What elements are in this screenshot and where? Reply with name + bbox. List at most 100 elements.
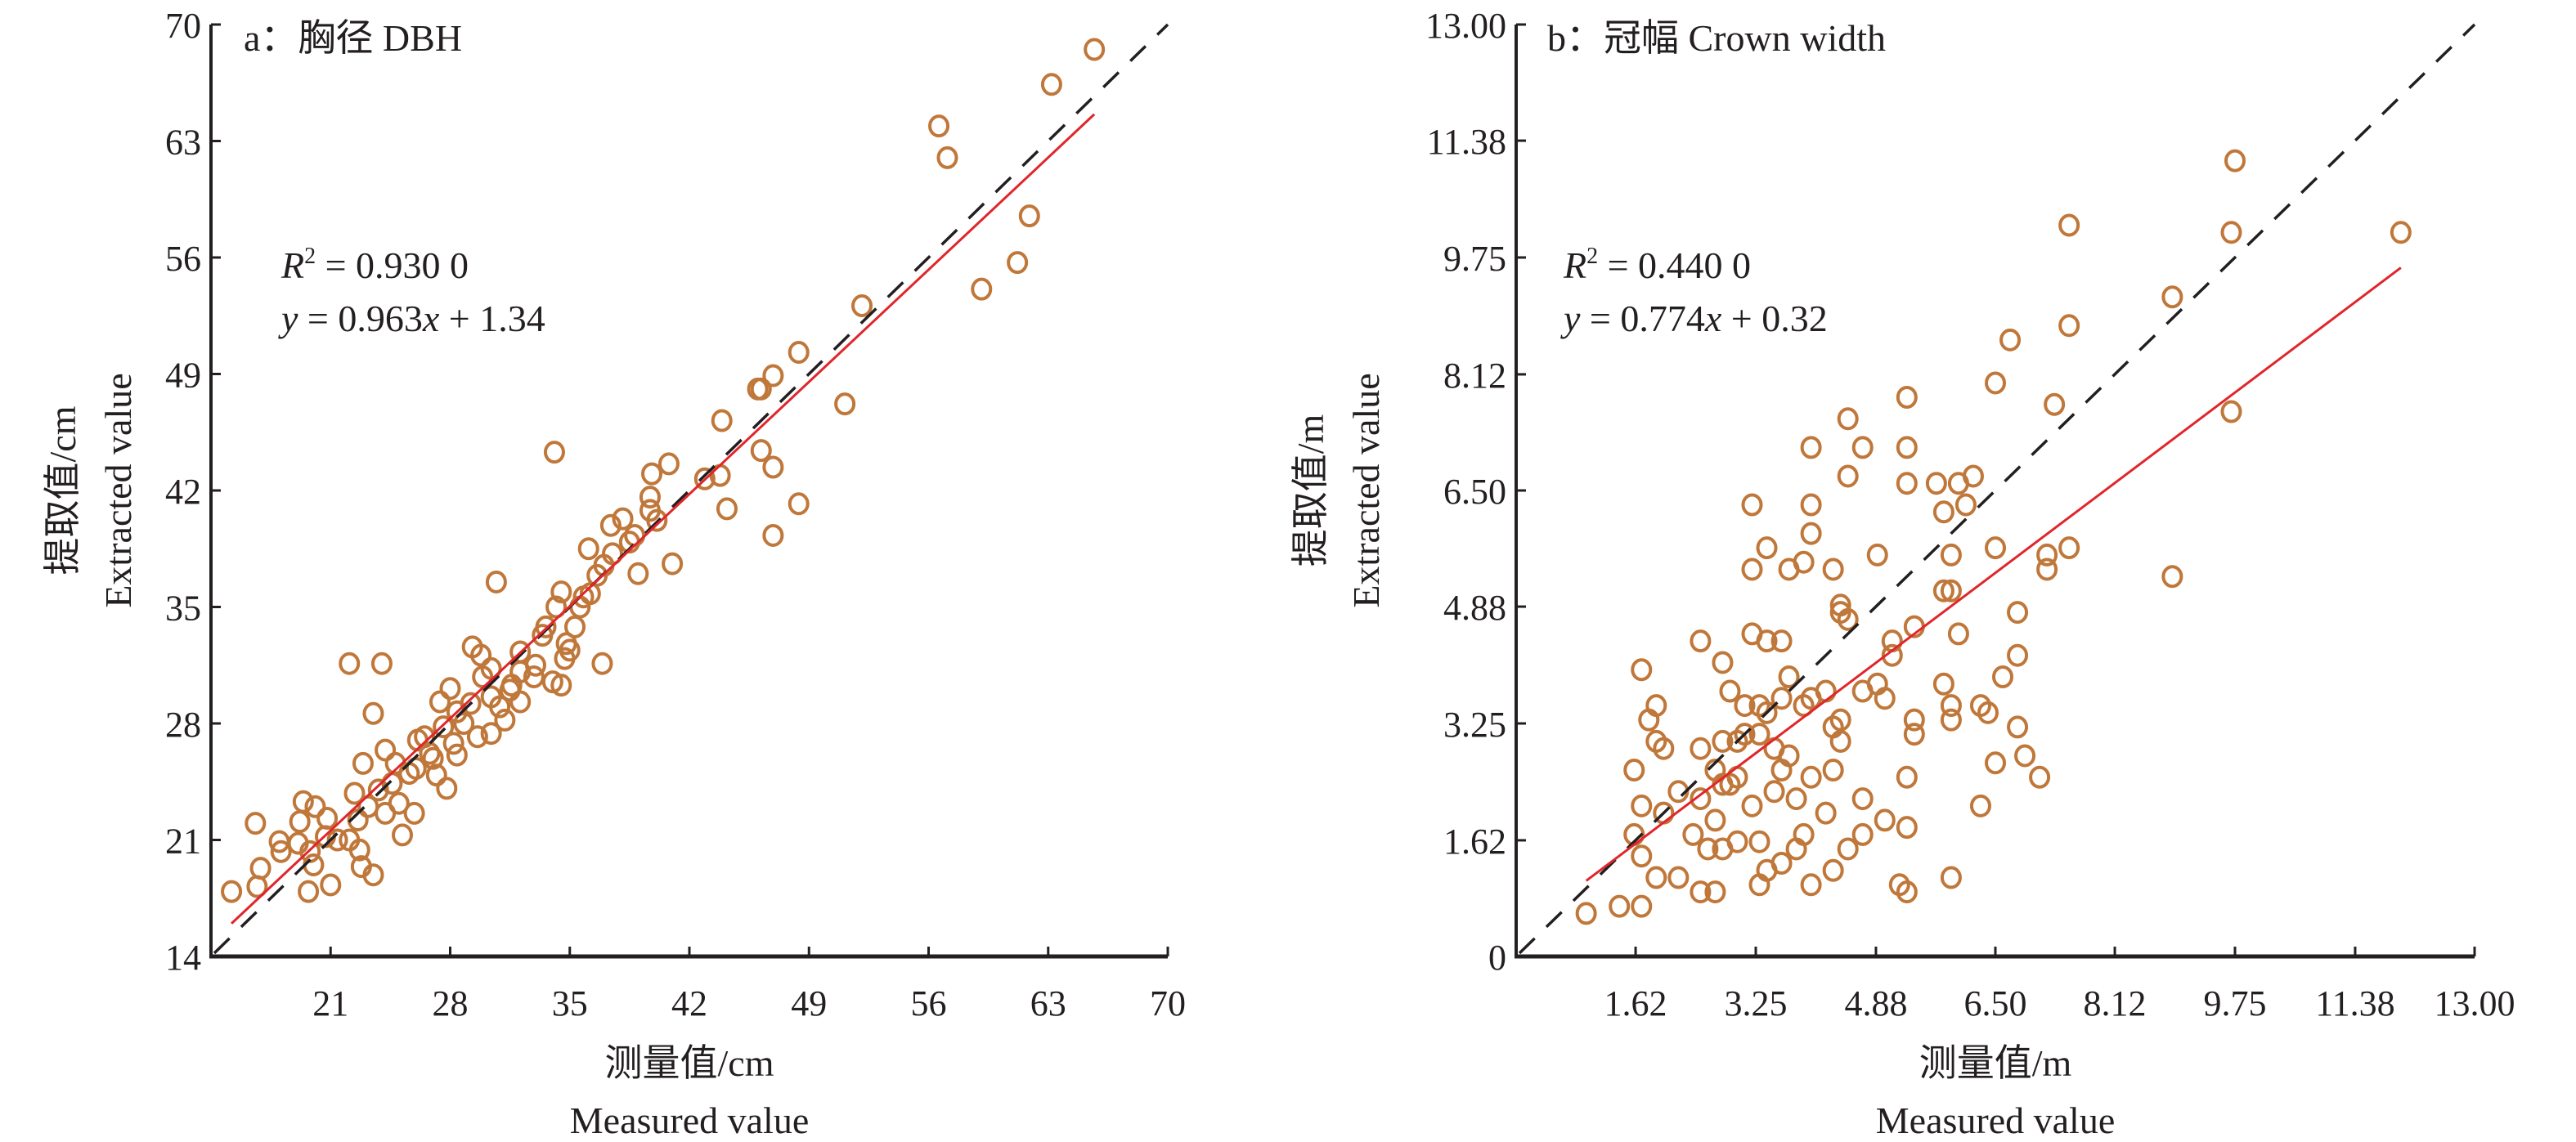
data-point	[1697, 837, 1719, 861]
y-tick-label: 70	[165, 6, 201, 46]
data-point	[1977, 701, 1999, 724]
data-point	[657, 452, 680, 476]
data-point	[2220, 221, 2242, 244]
data-point	[550, 580, 572, 604]
data-point	[1800, 765, 1822, 789]
data-point	[370, 652, 393, 675]
data-point	[641, 462, 663, 486]
data-point	[1704, 880, 1726, 904]
data-point	[693, 467, 716, 490]
data-point	[392, 823, 413, 847]
data-point	[788, 341, 810, 365]
data-point	[1940, 708, 1962, 732]
data-point	[304, 795, 326, 818]
y-tick-label: 11.38	[1427, 122, 1506, 162]
data-point	[1719, 773, 1741, 796]
data-point	[1726, 729, 1748, 753]
data-point	[1969, 794, 1991, 817]
data-point	[1947, 622, 1969, 646]
data-point	[1932, 500, 1954, 524]
data-point	[532, 624, 554, 647]
data-point	[1748, 830, 1770, 853]
data-point	[246, 875, 268, 898]
data-point	[1837, 407, 1859, 431]
data-point	[1770, 852, 1793, 875]
data-point	[1829, 593, 1851, 617]
data-point	[1645, 866, 1667, 889]
data-point	[1040, 73, 1062, 96]
data-point	[2007, 715, 2029, 739]
data-point	[646, 508, 668, 532]
data-point	[572, 585, 595, 609]
panel-b-crown-width: 1.62 3.25 4.88 6.50 8.12 9.75 11.38 13.00 0 1.62 3…	[1290, 6, 2515, 1141]
data-point	[1999, 328, 2022, 352]
data-point	[1741, 493, 1763, 517]
data-point	[1800, 873, 1822, 897]
data-point	[1785, 787, 1807, 811]
data-point	[586, 563, 608, 587]
x-tick-label: 63	[1030, 983, 1066, 1023]
data-point	[1992, 665, 2014, 688]
y-tick-label: 49	[165, 356, 201, 396]
data-point	[1815, 801, 1837, 825]
data-point	[1575, 902, 1597, 925]
data-point	[1874, 808, 1896, 832]
data-point	[523, 665, 545, 688]
data-point	[1712, 651, 1734, 674]
data-point	[2224, 149, 2246, 172]
y-tick-label: 14	[165, 938, 201, 978]
data-point	[2007, 601, 2029, 625]
y-tick-label: 21	[165, 822, 201, 862]
data-point	[1896, 880, 1918, 904]
data-point	[1896, 816, 1918, 840]
y-tick-label: 3.25	[1443, 705, 1506, 745]
data-point	[543, 441, 565, 464]
data-point	[422, 746, 444, 770]
data-point	[362, 863, 384, 887]
x-tick-label: 13.00	[2435, 983, 2515, 1023]
data-point	[711, 409, 733, 432]
data-point	[1741, 794, 1763, 817]
data-point	[1925, 472, 1947, 495]
data-point	[2390, 221, 2412, 244]
data-point	[1778, 665, 1800, 688]
panel-b-equation: y = 0.774x + 0.32	[1560, 298, 1828, 339]
data-point	[439, 677, 461, 701]
data-point	[292, 790, 314, 813]
data-point	[1940, 543, 1962, 567]
y-tick-label: 63	[165, 123, 201, 163]
data-point	[1866, 543, 1888, 567]
data-point	[639, 486, 661, 509]
data-point	[1704, 808, 1726, 832]
data-point	[1645, 729, 1667, 753]
data-point	[1822, 558, 1844, 581]
y-tick-label: 56	[165, 239, 201, 279]
panel-b-axes: 1.62 3.25 4.88 6.50 8.12 9.75 11.38 13.00 0 1.62 3…	[1425, 6, 2515, 1023]
panel-b-title: b：冠幅 Crown width	[1547, 17, 1886, 59]
data-point	[1609, 894, 1631, 918]
x-tick-label: 35	[552, 983, 588, 1023]
data-point	[326, 828, 348, 852]
x-tick-label: 1.62	[1604, 983, 1667, 1023]
data-point	[352, 751, 374, 775]
data-point	[375, 738, 397, 762]
data-point	[928, 114, 950, 138]
data-point	[509, 690, 532, 714]
data-point	[1770, 687, 1793, 710]
data-point	[2029, 765, 2051, 789]
data-point	[1631, 794, 1653, 817]
data-point	[545, 595, 568, 619]
panel-b-marks	[1518, 23, 2476, 955]
data-point	[750, 439, 772, 463]
data-point	[936, 146, 958, 169]
data-point	[347, 808, 369, 832]
regression-line	[1585, 266, 2402, 882]
x-tick-label: 56	[911, 983, 947, 1023]
y-tick-label: 35	[165, 589, 201, 629]
data-point	[1770, 759, 1793, 781]
data-point	[612, 507, 634, 531]
x-tick-label: 9.75	[2204, 983, 2267, 1023]
data-point	[1822, 759, 1844, 781]
data-point	[1748, 723, 1770, 746]
